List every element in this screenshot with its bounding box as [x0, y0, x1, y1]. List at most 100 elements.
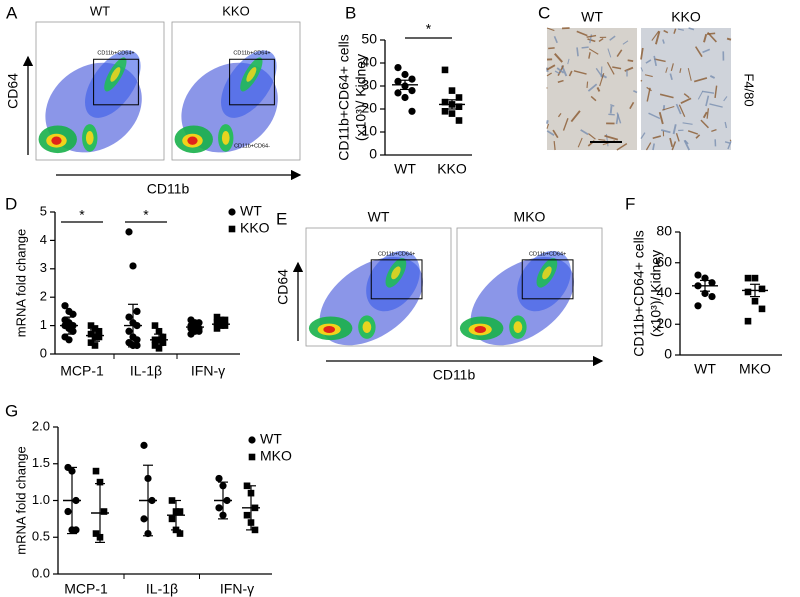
- data-point: [140, 441, 148, 449]
- tissue-stain: [714, 85, 718, 99]
- tissue-stain: [546, 27, 555, 32]
- tissue-stain: [654, 58, 666, 63]
- tissue-stain: [680, 97, 692, 104]
- y-tick-label: 1.0: [32, 492, 50, 507]
- data-point: [708, 279, 716, 287]
- tissue-stain: [702, 111, 708, 119]
- tissue-stain: [693, 77, 708, 83]
- x-tick-label: WT: [694, 361, 716, 377]
- data-point: [155, 327, 163, 335]
- y-tick-label: 10: [361, 123, 377, 139]
- legend-label: WT: [240, 203, 262, 219]
- tissue-stain: [546, 72, 552, 77]
- tissue-stain: [682, 122, 693, 125]
- y-tick-label: 50: [361, 31, 377, 47]
- y-axis-label: mRNA fold change: [13, 446, 28, 554]
- data-point: [64, 507, 72, 516]
- data-point: [394, 77, 402, 85]
- significance-label: *: [426, 21, 432, 37]
- y-tick-label: 3: [40, 260, 47, 275]
- tissue-stain: [546, 120, 549, 124]
- tissue-stain: [707, 31, 717, 43]
- tissue-stain: [705, 95, 710, 107]
- x-tick-label: IFN-γ: [191, 363, 225, 379]
- x-tick-label: MCP-1: [60, 363, 104, 379]
- tissue-stain: [553, 140, 556, 151]
- data-point: [72, 526, 80, 534]
- tissue-stain: [608, 113, 615, 116]
- panel-letter: D: [5, 194, 17, 213]
- tissue-stain: [570, 110, 581, 123]
- tissue-stain: [677, 28, 684, 31]
- data-point: [213, 319, 221, 327]
- tissue-stain: [609, 35, 616, 41]
- gate-label: CD11b+CD64+: [529, 251, 566, 257]
- tissue-stain: [670, 63, 674, 72]
- data-point: [91, 342, 99, 349]
- data-point: [744, 288, 752, 296]
- y-tick-label: 1.5: [32, 455, 50, 470]
- tissue-stain: [665, 67, 668, 73]
- tissue-stain: [640, 79, 643, 82]
- tissue-stain: [709, 75, 716, 79]
- data-point: [100, 508, 108, 515]
- data-point: [69, 327, 77, 335]
- data-point: [401, 93, 409, 102]
- tissue-stain: [556, 67, 565, 74]
- data-point: [92, 530, 100, 537]
- data-point: [744, 317, 752, 325]
- data-point: [151, 322, 159, 329]
- tissue-stain: [645, 59, 652, 64]
- tissue-stain: [600, 66, 603, 78]
- x-tick-label: IL-1β: [146, 581, 178, 597]
- tissue-stain: [581, 46, 589, 49]
- data-point: [87, 339, 95, 346]
- data-point: [228, 225, 236, 233]
- data-point: [248, 436, 256, 444]
- data-point: [95, 327, 103, 335]
- data-point: [744, 274, 752, 282]
- flow-title: WT: [90, 3, 110, 18]
- tissue-stain: [580, 129, 589, 136]
- x-tick-label: IFN-γ: [220, 581, 254, 597]
- y-tick-label: 0: [664, 346, 672, 362]
- y-axis-label: (x10³)/ Kidney: [353, 54, 369, 141]
- panel-letter: G: [5, 401, 18, 420]
- tissue-stain: [576, 47, 579, 57]
- tissue-stain: [554, 53, 563, 63]
- tissue-stain: [724, 141, 731, 145]
- data-point: [96, 478, 104, 486]
- tissue-stain: [573, 70, 587, 75]
- y-axis-label: mRNA fold change: [13, 229, 28, 337]
- tissue-stain: [586, 81, 589, 88]
- data-point: [155, 345, 163, 352]
- tissue-stain: [557, 79, 564, 83]
- stain-label: F4/80: [742, 73, 757, 106]
- gate: [93, 58, 139, 106]
- y-tick-label: 0.0: [32, 565, 50, 580]
- tissue-stain: [652, 135, 662, 140]
- y-tick-label: 2: [40, 289, 47, 304]
- gate: [229, 58, 275, 106]
- data-point: [455, 94, 463, 101]
- tissue-stain: [644, 74, 653, 78]
- tissue-stain: [651, 30, 660, 41]
- y-tick-label: 20: [361, 100, 377, 116]
- data-point: [221, 322, 229, 329]
- data-point: [65, 336, 73, 344]
- data-point: [215, 474, 223, 483]
- data-point: [758, 305, 766, 313]
- data-point: [448, 87, 456, 94]
- tissue-stain: [726, 37, 732, 41]
- data-point: [125, 228, 133, 236]
- tissue-stain: [662, 106, 675, 111]
- tissue-stain: [576, 30, 588, 37]
- tissue-stain: [723, 96, 728, 102]
- tissue-stain: [679, 68, 682, 73]
- data-point: [455, 117, 463, 124]
- x-tick-label: KKO: [437, 161, 467, 177]
- tissue-stain: [706, 108, 710, 119]
- data-point: [87, 330, 95, 338]
- tissue-stain: [697, 90, 704, 100]
- tissue-stain: [652, 143, 656, 151]
